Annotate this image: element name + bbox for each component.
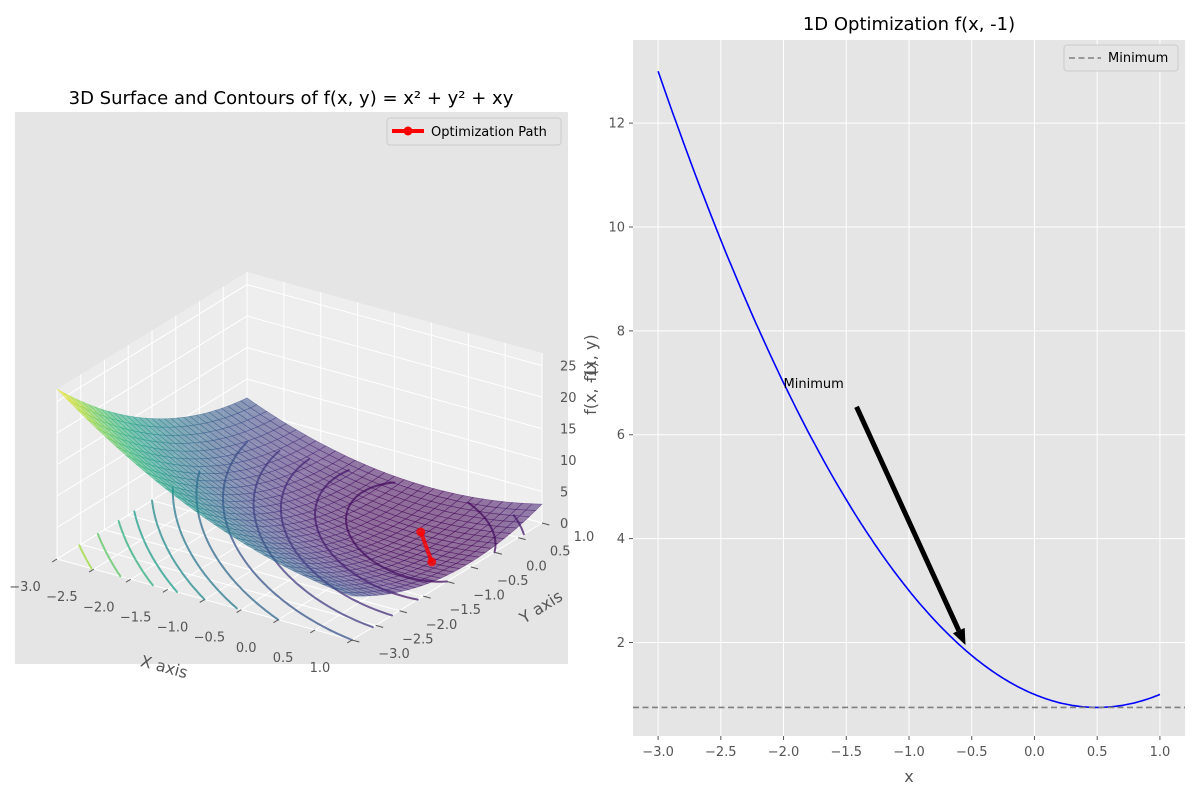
contour-level bbox=[78, 544, 93, 570]
x-tick-mark bbox=[51, 558, 58, 563]
grid-line bbox=[56, 284, 543, 403]
y-tick-mark bbox=[423, 595, 431, 599]
y-tick-label: 2 bbox=[617, 636, 625, 651]
line-x-axis-label: x bbox=[904, 767, 913, 786]
optimization-path bbox=[416, 527, 437, 567]
z-tick-labels: 0 5 10 15 20 25 bbox=[560, 360, 577, 532]
x-tick-mark bbox=[346, 639, 353, 644]
y-tick-label: −1.0 bbox=[473, 589, 505, 604]
z-tick-label: 25 bbox=[560, 360, 577, 375]
x-tick-label: −2.0 bbox=[768, 745, 800, 760]
x-tick-label: −1.0 bbox=[893, 745, 925, 760]
grid-line bbox=[56, 378, 543, 497]
curve-f-x-minus-1 bbox=[657, 70, 1161, 709]
y-tick-mark bbox=[518, 537, 526, 541]
y-tick-mark bbox=[470, 566, 479, 570]
x-tick-label: −1.5 bbox=[120, 610, 152, 625]
surface-facet bbox=[342, 592, 359, 597]
arrow-head bbox=[952, 627, 966, 646]
grid-line bbox=[80, 543, 376, 626]
line-y-tick-labels: 2 4 6 8 10 12 bbox=[608, 117, 633, 651]
surface-legend: Optimization Path bbox=[386, 117, 562, 146]
x-tick-mark bbox=[273, 619, 279, 624]
x-tick-label: −0.5 bbox=[194, 631, 226, 646]
arrow-shaft bbox=[854, 405, 962, 632]
surface-z-axis-label: f(x, y) bbox=[581, 334, 600, 381]
y-tick-mark bbox=[375, 624, 384, 628]
y-tick-label: 12 bbox=[608, 117, 625, 132]
legend-minimum-label: Minimum bbox=[1108, 51, 1168, 66]
x-tick-mark bbox=[162, 588, 168, 593]
line-gridlines bbox=[633, 40, 1185, 736]
x-tick-label: −0.5 bbox=[956, 745, 988, 760]
y-tick-label: 1.0 bbox=[574, 530, 595, 545]
y-tick-label: 10 bbox=[608, 220, 625, 235]
line-y-axis-label: f(x, -1) bbox=[581, 361, 600, 415]
line-legend-box bbox=[1063, 44, 1179, 72]
optimization-path-line bbox=[418, 531, 434, 563]
minimum-annotation-arrow bbox=[854, 405, 966, 646]
y-tick-label: −0.5 bbox=[497, 574, 529, 589]
surface-panel: 3D Surface and Contours of f(x, y) = x² … bbox=[9, 88, 600, 682]
x-tick-label: 0.0 bbox=[236, 641, 257, 656]
x-tick-mark bbox=[236, 609, 242, 613]
y-tick-mark bbox=[351, 639, 360, 643]
x-tick-mark bbox=[125, 578, 132, 583]
x-tick-label: 1.0 bbox=[310, 661, 331, 676]
y-tick-label: −2.0 bbox=[426, 618, 458, 633]
optimization-path-point bbox=[427, 557, 437, 567]
x-tick-label: 0.0 bbox=[1024, 745, 1045, 760]
z-tick-label: 20 bbox=[560, 391, 577, 406]
surface-title: 3D Surface and Contours of f(x, y) = x² … bbox=[69, 88, 514, 109]
minimum-annotation-text: Minimum bbox=[784, 377, 844, 392]
x-tick-mark bbox=[310, 629, 316, 634]
surface-legend-box bbox=[386, 117, 562, 146]
z-tick-label: 5 bbox=[560, 486, 568, 501]
x-tick-label: −1.0 bbox=[157, 621, 189, 636]
x-tick-label: −3.0 bbox=[9, 580, 41, 595]
legend-path-label: Optimization Path bbox=[431, 125, 547, 140]
z-tick-label: 0 bbox=[560, 517, 568, 532]
x-tick-labels: −3.0 −2.5 −2.0 −1.5 −1.0 −0.5 0.0 0.5 1.0 bbox=[9, 558, 353, 676]
optimization-path-point bbox=[416, 527, 426, 537]
legend-path-marker bbox=[403, 126, 413, 136]
line-legend: Minimum bbox=[1063, 44, 1179, 72]
surface-mesh bbox=[56, 388, 543, 597]
y-tick-label: 6 bbox=[617, 428, 625, 443]
x-tick-label: 0.5 bbox=[1087, 745, 1108, 760]
y-tick-mark bbox=[446, 581, 455, 585]
x-tick-mark bbox=[199, 599, 205, 603]
x-tick-label: 1.0 bbox=[1150, 745, 1171, 760]
z-tick-label: 10 bbox=[560, 454, 577, 469]
y-tick-label: −3.0 bbox=[378, 647, 410, 662]
grid-line bbox=[56, 315, 543, 434]
x-tick-label: −3.0 bbox=[642, 745, 674, 760]
contour-level bbox=[151, 499, 206, 601]
x-tick-label: −2.0 bbox=[83, 600, 115, 615]
line-panel: 1D Optimization f(x, -1) −3.0 −2.5 −2.0 −1.… bbox=[581, 14, 1185, 786]
y-tick-mark bbox=[399, 610, 408, 614]
contour-level bbox=[133, 510, 179, 593]
x-tick-label: −2.5 bbox=[705, 745, 737, 760]
y-tick-label: −1.5 bbox=[449, 603, 481, 618]
x-tick-mark bbox=[88, 568, 95, 573]
y-tick-labels: −3.0−2.5−2.0−1.5−1.0−0.50.00.51.0 bbox=[351, 522, 595, 662]
x-tick-label: −1.5 bbox=[830, 745, 862, 760]
y-tick-label: 0.0 bbox=[526, 559, 547, 574]
y-tick-label: 4 bbox=[617, 532, 625, 547]
y-tick-mark bbox=[541, 522, 550, 526]
x-tick-label: 0.5 bbox=[273, 651, 294, 666]
contour-level bbox=[96, 532, 122, 578]
z-tick-label: 15 bbox=[560, 423, 577, 438]
y-tick-label: 0.5 bbox=[550, 545, 571, 560]
x-tick-label: −2.5 bbox=[46, 590, 78, 605]
y-tick-label: −2.5 bbox=[402, 632, 434, 647]
y-tick-mark bbox=[494, 551, 503, 555]
line-title: 1D Optimization f(x, -1) bbox=[803, 14, 1015, 35]
line-x-tick-labels: −3.0 −2.5 −2.0 −1.5 −1.0 −0.5 0.0 0.5 1.0 bbox=[642, 736, 1170, 760]
contour-level bbox=[117, 520, 154, 587]
y-tick-label: 8 bbox=[617, 324, 625, 339]
